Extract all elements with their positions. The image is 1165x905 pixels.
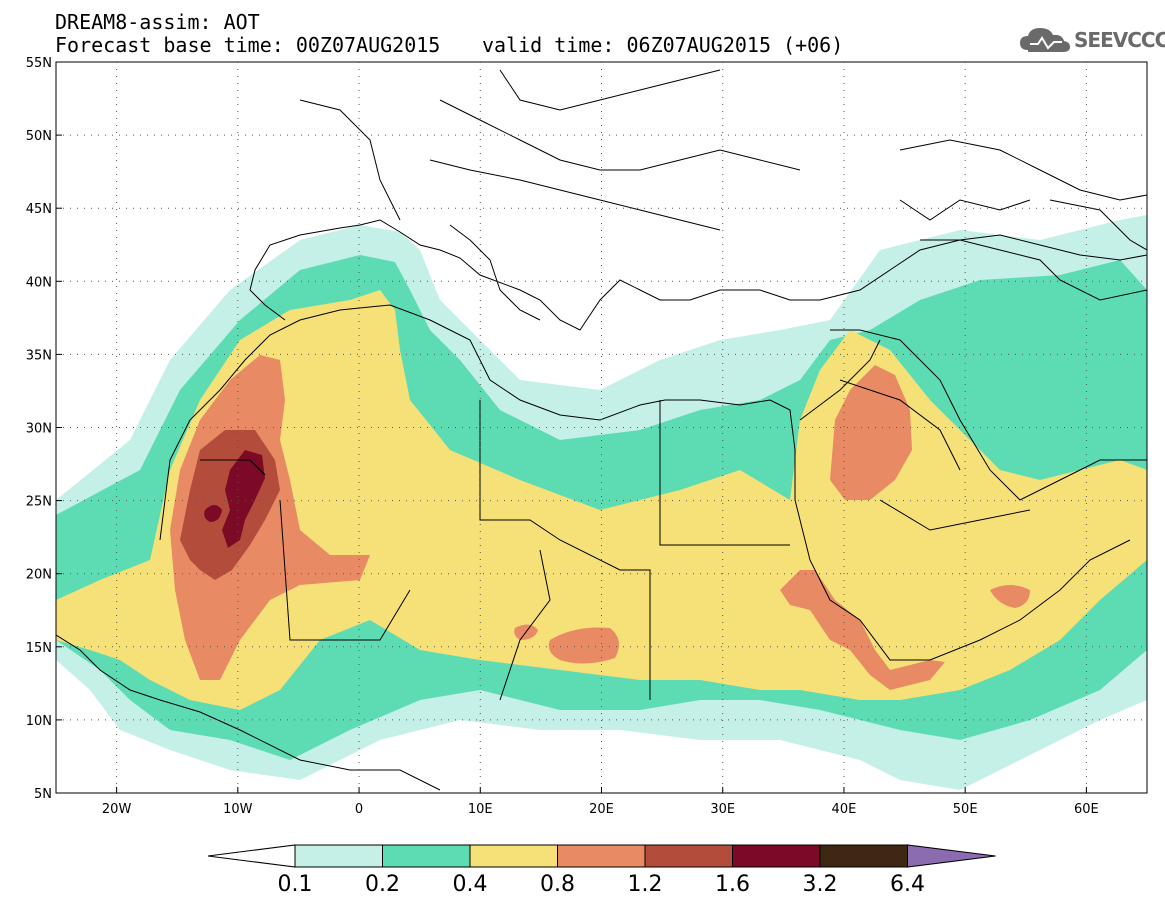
lat-tick-label: 50N <box>26 129 52 144</box>
colorbar-level-label: 0.8 <box>540 872 575 897</box>
colorbar-level-label: 0.4 <box>452 872 488 897</box>
valid-time: valid time: 06Z07AUG2015 (+06) <box>482 33 844 57</box>
lon-tick-label: 30E <box>710 802 735 817</box>
colorbar-swatch <box>819 844 908 868</box>
lat-tick-label: 45N <box>26 202 52 217</box>
aot-contour-0.8-redsea <box>780 570 945 690</box>
lon-tick-label: 0 <box>355 802 363 817</box>
aot-contour-1.6 <box>222 450 265 548</box>
lon-tick-label: 20W <box>102 802 132 817</box>
colorbar-swatch <box>294 844 383 868</box>
lat-tick-label: 40N <box>26 275 52 290</box>
lat-tick-label: 35N <box>26 348 52 363</box>
lat-tick-label: 5N <box>34 787 52 802</box>
lat-axis-labels: 5N 10N 15N 20N 25N 30N 35N 40N 45N 50N 55N <box>26 56 62 802</box>
lat-tick-label: 20N <box>26 568 52 583</box>
colorbar-swatch <box>557 844 646 868</box>
cloud-icon <box>1020 28 1070 52</box>
lon-tick-label: 10W <box>223 802 253 817</box>
colorbar <box>207 844 996 868</box>
forecast-base-time: Forecast base time: 00Z07AUG2015 <box>55 33 441 57</box>
colorbar-level-label: 6.4 <box>890 872 925 897</box>
lat-tick-label: 55N <box>26 56 52 71</box>
lon-axis-labels: 20W 10W 0 10E 20E 30E 40E 50E 60E <box>102 787 1099 817</box>
colorbar-swatch <box>732 844 821 868</box>
coastlines <box>56 69 1147 791</box>
aot-field <box>56 62 1147 793</box>
colorbar-swatch <box>382 844 471 868</box>
lat-tick-label: 25N <box>26 495 52 510</box>
lon-tick-label: 10E <box>468 802 493 817</box>
colorbar-level-label: 1.2 <box>627 872 663 897</box>
colorbar-level-label: 3.2 <box>802 872 838 897</box>
seevccc-logo: SEEVCCC <box>1018 22 1165 56</box>
colorbar-level-label: 0.1 <box>277 872 313 897</box>
model-title: DREAM8-assim: AOT <box>55 10 260 34</box>
colorbar-level-label: 1.6 <box>715 872 750 897</box>
aot-contour-0.8-yemen <box>990 585 1030 608</box>
lon-tick-label: 60E <box>1074 802 1099 817</box>
colorbar-swatch <box>644 844 733 868</box>
colorbar-level-label: 0.2 <box>365 872 400 897</box>
aot-contour-1.6-b <box>204 505 222 522</box>
colorbar-swatch <box>469 844 558 868</box>
graticule <box>56 62 1147 793</box>
lat-tick-label: 30N <box>26 422 52 437</box>
lon-tick-label: 50E <box>953 802 978 817</box>
colorbar-upper-extend <box>907 844 996 868</box>
colorbar-lower-extend <box>207 844 296 868</box>
lon-tick-label: 40E <box>832 802 857 817</box>
aot-contour-0.8-arabia <box>830 365 912 500</box>
lat-tick-label: 15N <box>26 641 52 656</box>
lon-tick-label: 20E <box>589 802 614 817</box>
lat-tick-label: 10N <box>26 714 52 729</box>
